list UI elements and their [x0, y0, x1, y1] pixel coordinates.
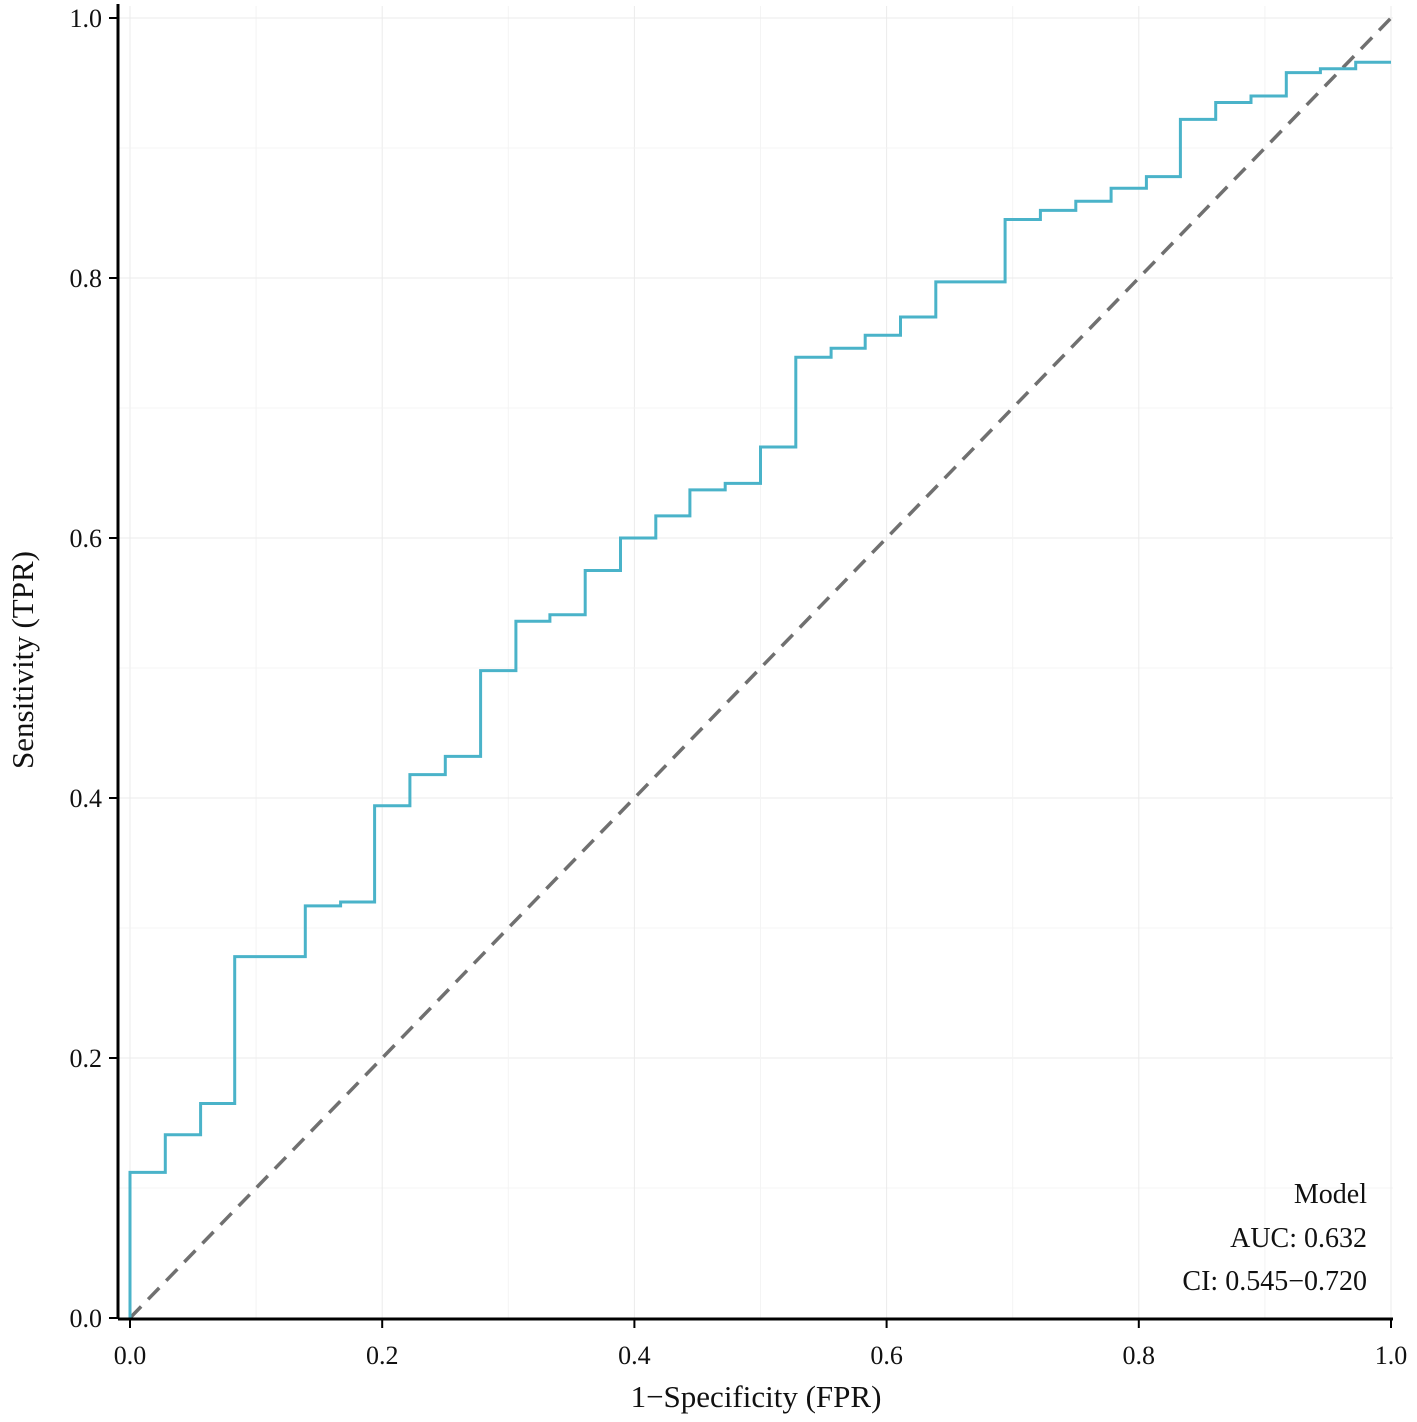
y-tick-label: 0.8 [70, 264, 103, 293]
x-axis-title: 1−Specificity (FPR) [631, 1379, 882, 1414]
x-tick-label: 0.2 [366, 1341, 399, 1370]
y-axis-title: Sensitivity (TPR) [5, 551, 40, 769]
y-tick-label: 0.6 [70, 524, 103, 553]
reference-diagonal-line [128, 16, 1393, 1320]
y-tick-label: 0.4 [70, 784, 103, 813]
tick-labels: 0.0 0.2 0.4 0.6 0.8 1.0 0.0 0.2 0.4 0.6 0.8 1.0 [70, 4, 1408, 1370]
roc-curve-group [128, 60, 1391, 1318]
y-tick-label: 0.0 [70, 1304, 103, 1333]
x-tick-label: 0.8 [1123, 1341, 1156, 1370]
grid-lines [118, 6, 1393, 1319]
x-tick-label: 0.6 [870, 1341, 903, 1370]
axes [116, 4, 1393, 1321]
x-tick-label: 0.4 [618, 1341, 651, 1370]
y-tick-label: 0.2 [70, 1044, 103, 1073]
legend-auc-text: AUC: 0.632 [1230, 1223, 1367, 1254]
legend-model-label: Model [1294, 1179, 1367, 1210]
reference-line-group [128, 16, 1393, 1320]
x-tick-label: 0.0 [114, 1341, 147, 1370]
legend-ci-text: CI: 0.545−0.720 [1182, 1266, 1367, 1297]
roc-curve-line [128, 60, 1391, 1318]
x-tick-label: 1.0 [1375, 1341, 1408, 1370]
y-tick-label: 1.0 [70, 4, 103, 33]
